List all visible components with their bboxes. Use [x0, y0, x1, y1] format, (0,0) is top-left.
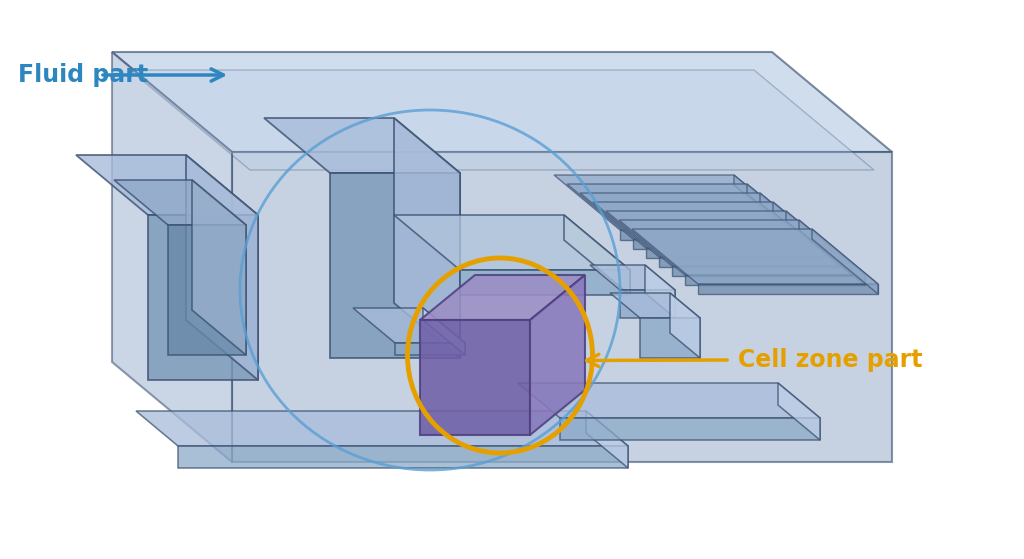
Text: Cell zone part: Cell zone part	[738, 348, 923, 372]
Polygon shape	[659, 257, 839, 267]
Polygon shape	[423, 308, 465, 355]
Polygon shape	[620, 230, 800, 240]
Polygon shape	[620, 290, 675, 318]
Polygon shape	[632, 229, 878, 284]
Polygon shape	[112, 52, 232, 462]
Polygon shape	[168, 225, 246, 355]
Polygon shape	[330, 173, 460, 358]
Polygon shape	[593, 202, 839, 257]
Polygon shape	[564, 215, 630, 295]
Polygon shape	[193, 180, 246, 355]
Polygon shape	[606, 211, 852, 266]
Polygon shape	[130, 70, 874, 170]
Polygon shape	[395, 343, 465, 355]
Polygon shape	[640, 318, 700, 358]
Polygon shape	[618, 220, 865, 275]
Polygon shape	[530, 275, 585, 435]
Polygon shape	[580, 193, 826, 248]
Polygon shape	[672, 266, 852, 276]
Text: Fluid part: Fluid part	[18, 63, 148, 87]
Polygon shape	[76, 155, 258, 215]
Polygon shape	[610, 293, 700, 318]
Polygon shape	[786, 211, 852, 276]
Polygon shape	[460, 270, 630, 295]
Polygon shape	[518, 383, 820, 418]
Polygon shape	[178, 446, 628, 468]
Polygon shape	[773, 202, 839, 267]
Polygon shape	[746, 184, 813, 249]
Polygon shape	[554, 175, 800, 230]
Polygon shape	[186, 155, 258, 380]
Polygon shape	[799, 220, 865, 285]
Polygon shape	[112, 52, 892, 152]
Polygon shape	[670, 293, 700, 358]
Polygon shape	[685, 275, 865, 285]
Polygon shape	[420, 320, 530, 435]
Polygon shape	[590, 265, 675, 290]
Polygon shape	[698, 284, 878, 294]
Polygon shape	[148, 215, 258, 380]
Polygon shape	[646, 248, 826, 258]
Polygon shape	[645, 265, 675, 318]
Polygon shape	[633, 239, 813, 249]
Polygon shape	[420, 275, 585, 320]
Polygon shape	[778, 383, 820, 440]
Polygon shape	[136, 411, 628, 446]
Polygon shape	[394, 118, 460, 358]
Polygon shape	[114, 180, 246, 225]
Polygon shape	[586, 411, 628, 468]
Polygon shape	[734, 175, 800, 240]
Polygon shape	[394, 215, 630, 270]
Polygon shape	[232, 152, 892, 462]
Polygon shape	[353, 308, 465, 343]
Polygon shape	[812, 229, 878, 294]
Polygon shape	[760, 193, 826, 258]
Polygon shape	[567, 184, 813, 239]
Polygon shape	[560, 418, 820, 440]
Polygon shape	[264, 118, 460, 173]
